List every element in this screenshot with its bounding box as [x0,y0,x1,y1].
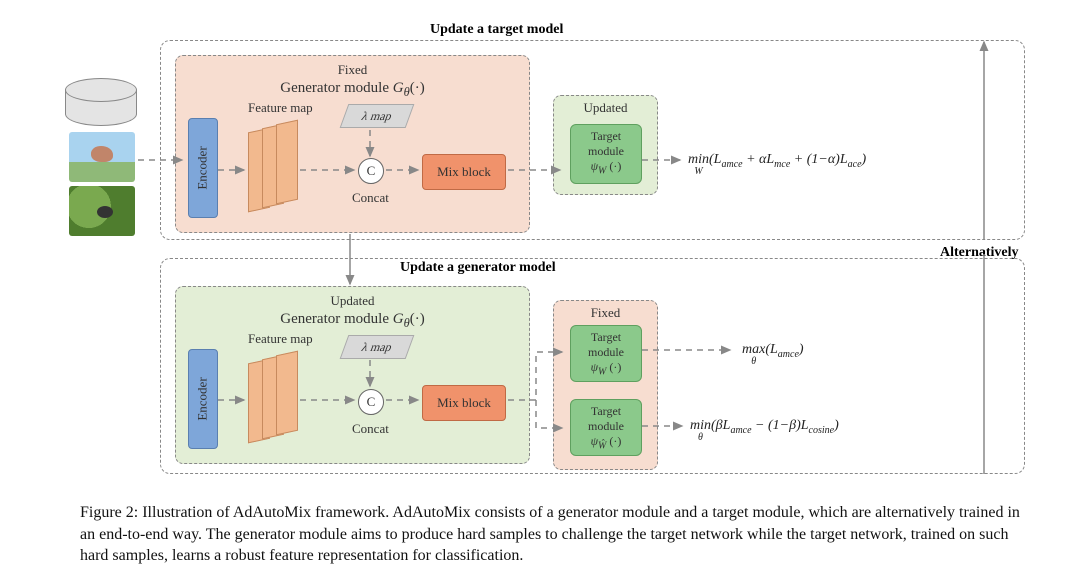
concat-label-top: Concat [352,190,389,206]
mix-block-bot: Mix block [422,385,506,421]
mix-block-top: Mix block [422,154,506,190]
lambda-map-top: λ map [340,104,415,128]
encoder-label-bot: Encoder [195,377,211,420]
lambda-map-bot: λ map [340,335,415,359]
encoder-label: Encoder [195,146,211,189]
feature-map-label-bot: Feature map [248,331,313,347]
target-module-label-bot1: Target module [573,330,639,360]
figure-caption: Figure 2: Illustration of AdAutoMix fram… [80,502,1020,567]
target-psi-what-bot2: ψŴ (·) [573,434,639,451]
concat-circle-bot: C [358,389,384,415]
encoder-top: Encoder [188,118,218,218]
diagram-canvas: Update a target model Update a generator… [0,0,1080,585]
gen-bot-title: Generator module Gθ(·) [176,311,529,331]
generator-panel-bottom: Updated Generator module Gθ(·) Encoder F… [175,286,530,464]
gen-top-title: Generator module Gθ(·) [176,80,529,100]
section-title-top: Update a target model [430,22,563,38]
target-module-top: Target module ψW (·) [570,124,642,184]
lambda-label-bot: λ map [360,340,395,355]
concat-circle-top: C [358,158,384,184]
dataset-images [62,128,142,240]
target-panel-bottom: Fixed Target module ψW (·) Target module… [553,300,658,470]
target-module-label-top: Target module [573,129,639,159]
concat-label-bot: Concat [352,421,389,437]
target-psi-w-bot1: ψW (·) [573,360,639,377]
gen-top-status: Fixed [176,62,529,78]
target-top-status: Updated [554,100,657,116]
feature-map-label-top: Feature map [248,100,313,116]
generator-panel-top: Fixed Generator module Gθ(·) Encoder Fea… [175,55,530,233]
target-psi-w-top: ψW (·) [573,159,639,176]
target-module-bot-2: Target module ψŴ (·) [570,399,642,456]
target-module-label-bot2: Target module [573,404,639,434]
alternatively-label: Alternatively [940,245,1019,261]
target-module-bot-1: Target module ψW (·) [570,325,642,382]
mix-block-label-top: Mix block [437,164,491,180]
feature-map-3-top [276,120,298,205]
formula-mid: maxθ(Lamce) [742,342,804,360]
formula-top: minW(Lamce + αLmce + (1−α)Lace) [688,152,866,170]
formula-bot: minθ(βLamce − (1−β)Lcosine) [690,418,839,436]
section-title-bottom: Update a generator model [400,260,556,276]
target-panel-top: Updated Target module ψW (·) [553,95,658,195]
dataset-image-2 [69,186,135,236]
dataset-image-1 [69,132,135,182]
mix-block-label-bot: Mix block [437,395,491,411]
encoder-bottom: Encoder [188,349,218,449]
lambda-label-top: λ map [360,109,395,124]
target-bot-status: Fixed [554,305,657,321]
gen-bot-status: Updated [176,293,529,309]
feature-map-3-bot [276,351,298,436]
